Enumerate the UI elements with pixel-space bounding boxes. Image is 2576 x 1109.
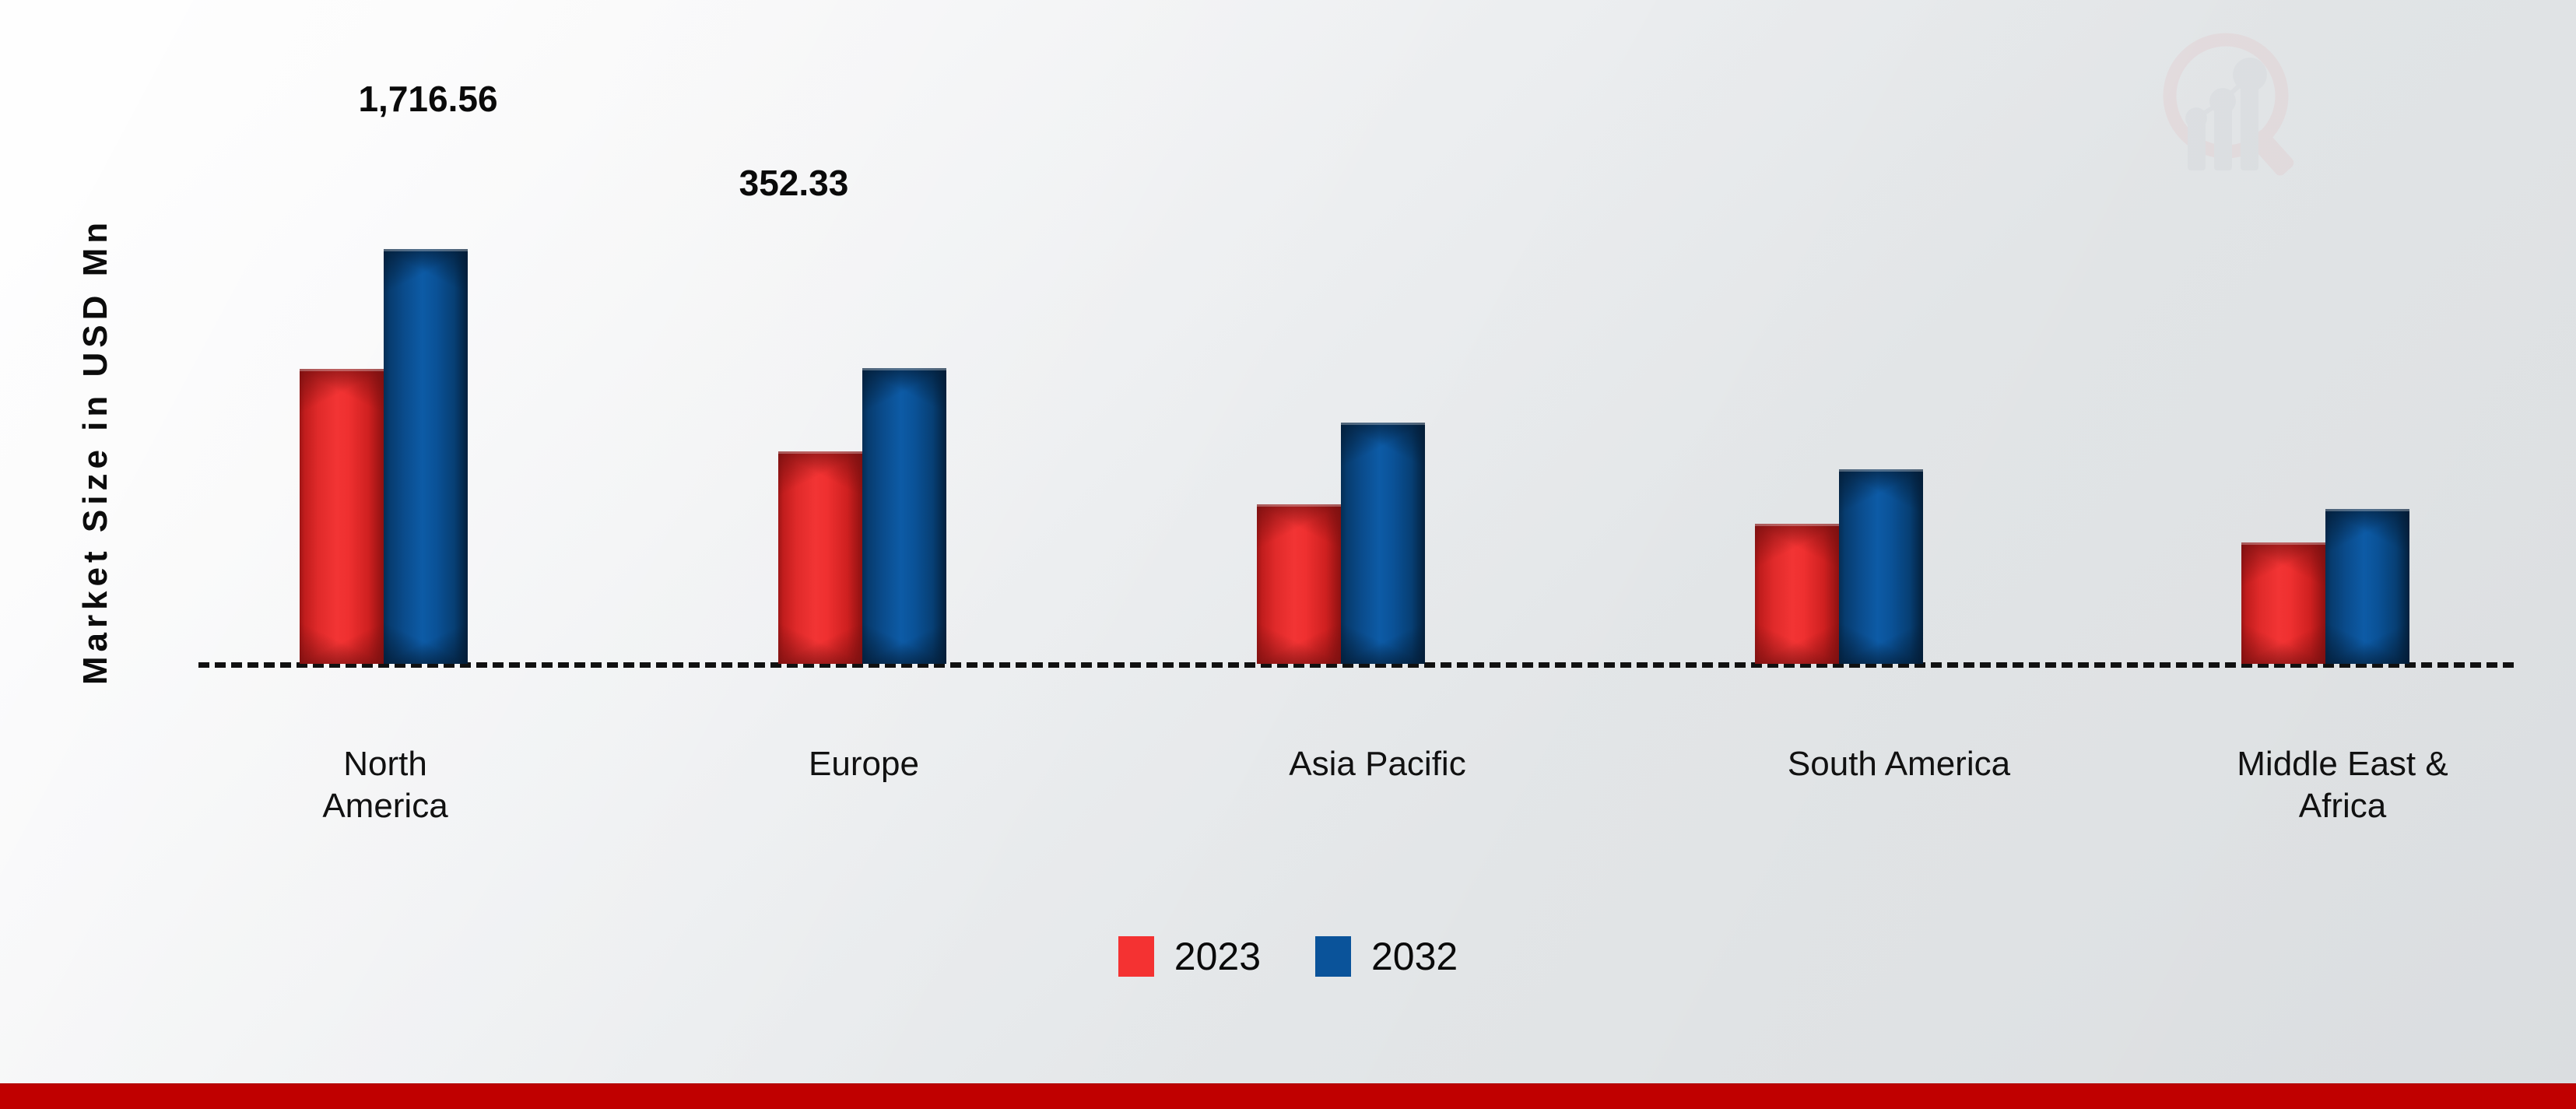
category-label-line2: America (322, 786, 448, 825)
bar-body (300, 369, 384, 664)
bar-top-bevel (2325, 509, 2409, 553)
bar-top-highlight (300, 369, 384, 371)
bar-body (1341, 423, 1425, 664)
bar-top-bevel (1341, 423, 1425, 466)
bar-body (1257, 504, 1341, 664)
bar-asia-pacific-2023 (1257, 504, 1341, 664)
bar-top-highlight (862, 368, 946, 370)
bar-europe-2032 (862, 368, 946, 664)
bar-bottom-bevel (1839, 623, 1923, 664)
bar-asia-pacific-2032 (1341, 423, 1425, 664)
bar-top-highlight (2241, 542, 2325, 545)
bar-europe-2023 (778, 451, 862, 664)
bar-body (2241, 542, 2325, 664)
bar-north-america-2032 (384, 249, 468, 664)
bar-south-america-2032 (1839, 469, 1923, 664)
category-label-line1: Europe (809, 745, 919, 783)
bar-north-america-2023 (300, 369, 384, 664)
category-label-line1: Middle East & (2237, 745, 2448, 783)
bar-bottom-bevel (2325, 623, 2409, 664)
bar-top-bevel (1755, 524, 1839, 567)
category-label-asia-pacific: Asia Pacific (1222, 743, 1533, 785)
bar-bottom-bevel (862, 623, 946, 664)
legend-entry-2032[interactable]: 2032 (1315, 934, 1458, 979)
bar-body (2325, 509, 2409, 664)
bar-bottom-bevel (778, 623, 862, 664)
category-label-europe: Europe (708, 743, 1020, 785)
bar-body (1839, 469, 1923, 664)
legend-swatch-2023 (1118, 936, 1154, 977)
legend-entry-2023[interactable]: 2023 (1118, 934, 1261, 979)
data-label-0: 1,716.56 (358, 79, 498, 119)
bar-bottom-bevel (1341, 623, 1425, 664)
bar-body (862, 368, 946, 664)
bar-top-bevel (862, 368, 946, 412)
bar-middle-east-africa-2032 (2325, 509, 2409, 664)
category-label-south-america: South America (1724, 743, 2074, 785)
category-label-line1: South America (1787, 745, 2011, 783)
legend-label-2032: 2032 (1371, 935, 1458, 978)
bar-top-highlight (1839, 469, 1923, 472)
category-label-north-america: North America (230, 743, 541, 826)
data-label-1: 352.33 (739, 163, 849, 203)
legend-swatch-2032 (1315, 936, 1351, 977)
bar-top-highlight (1341, 423, 1425, 425)
legend-label-2023: 2023 (1174, 935, 1261, 978)
category-label-middle-east-africa: Middle East & Africa (2171, 743, 2514, 826)
category-label-line1: North (343, 745, 427, 783)
bottom-accent-strip (0, 1083, 2576, 1109)
bar-bottom-bevel (1755, 623, 1839, 664)
bar-top-highlight (2325, 509, 2409, 511)
bar-bottom-bevel (2241, 623, 2325, 664)
bar-body (778, 451, 862, 664)
baseline-axis (198, 662, 2514, 668)
bar-top-bevel (1839, 469, 1923, 513)
category-label-line2: Africa (2298, 786, 2387, 825)
legend: 2023 2032 (0, 934, 2576, 979)
bar-south-america-2023 (1755, 524, 1839, 664)
category-label-line1: Asia Pacific (1289, 745, 1466, 783)
bar-body (384, 249, 468, 664)
bar-top-highlight (384, 249, 468, 251)
bar-top-bevel (1257, 504, 1341, 548)
bar-top-highlight (1257, 504, 1341, 507)
bar-top-bevel (778, 451, 862, 495)
bar-top-highlight (778, 451, 862, 454)
bar-top-bevel (300, 369, 384, 412)
bar-middle-east-africa-2023 (2241, 542, 2325, 664)
bar-bottom-bevel (300, 623, 384, 664)
bar-body (1755, 524, 1839, 664)
bar-top-highlight (1755, 524, 1839, 526)
bar-bottom-bevel (1257, 623, 1341, 664)
bar-top-bevel (384, 249, 468, 293)
bar-bottom-bevel (384, 623, 468, 664)
bar-top-bevel (2241, 542, 2325, 586)
